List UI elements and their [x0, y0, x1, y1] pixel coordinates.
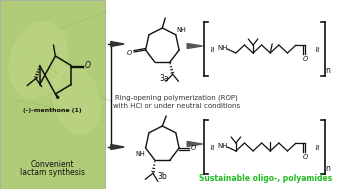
- Text: ≈: ≈: [313, 46, 322, 53]
- Polygon shape: [187, 142, 203, 146]
- Text: Convenient: Convenient: [31, 160, 74, 169]
- Text: ≈: ≈: [207, 46, 216, 53]
- Text: 3b: 3b: [158, 172, 167, 181]
- Text: Sustainable oligo-, polyamides: Sustainable oligo-, polyamides: [199, 174, 332, 183]
- Text: NH: NH: [218, 45, 228, 51]
- Polygon shape: [55, 94, 59, 99]
- Text: O: O: [303, 56, 308, 62]
- Text: ≈: ≈: [207, 143, 216, 150]
- Text: Ring-opening polymerization (ROP): Ring-opening polymerization (ROP): [115, 95, 238, 101]
- Polygon shape: [111, 145, 124, 149]
- Text: O: O: [303, 154, 308, 160]
- Text: O: O: [127, 50, 132, 56]
- Bar: [0, 0, 105, 189]
- Text: with HCl or under neutral conditions: with HCl or under neutral conditions: [113, 103, 240, 109]
- Text: O: O: [85, 61, 90, 70]
- Text: NH: NH: [218, 143, 228, 149]
- Text: (-)-menthone (1): (-)-menthone (1): [23, 108, 82, 113]
- Text: ≈: ≈: [313, 143, 322, 150]
- Text: NH: NH: [177, 27, 186, 33]
- Text: n: n: [326, 66, 331, 75]
- Text: 3a: 3a: [160, 74, 169, 83]
- Text: O: O: [191, 145, 196, 151]
- Polygon shape: [187, 43, 203, 49]
- Text: NH: NH: [135, 151, 144, 157]
- Text: lactam synthesis: lactam synthesis: [20, 168, 85, 177]
- Text: n: n: [326, 164, 331, 173]
- Polygon shape: [111, 42, 124, 46]
- Ellipse shape: [52, 66, 101, 134]
- Ellipse shape: [8, 21, 68, 99]
